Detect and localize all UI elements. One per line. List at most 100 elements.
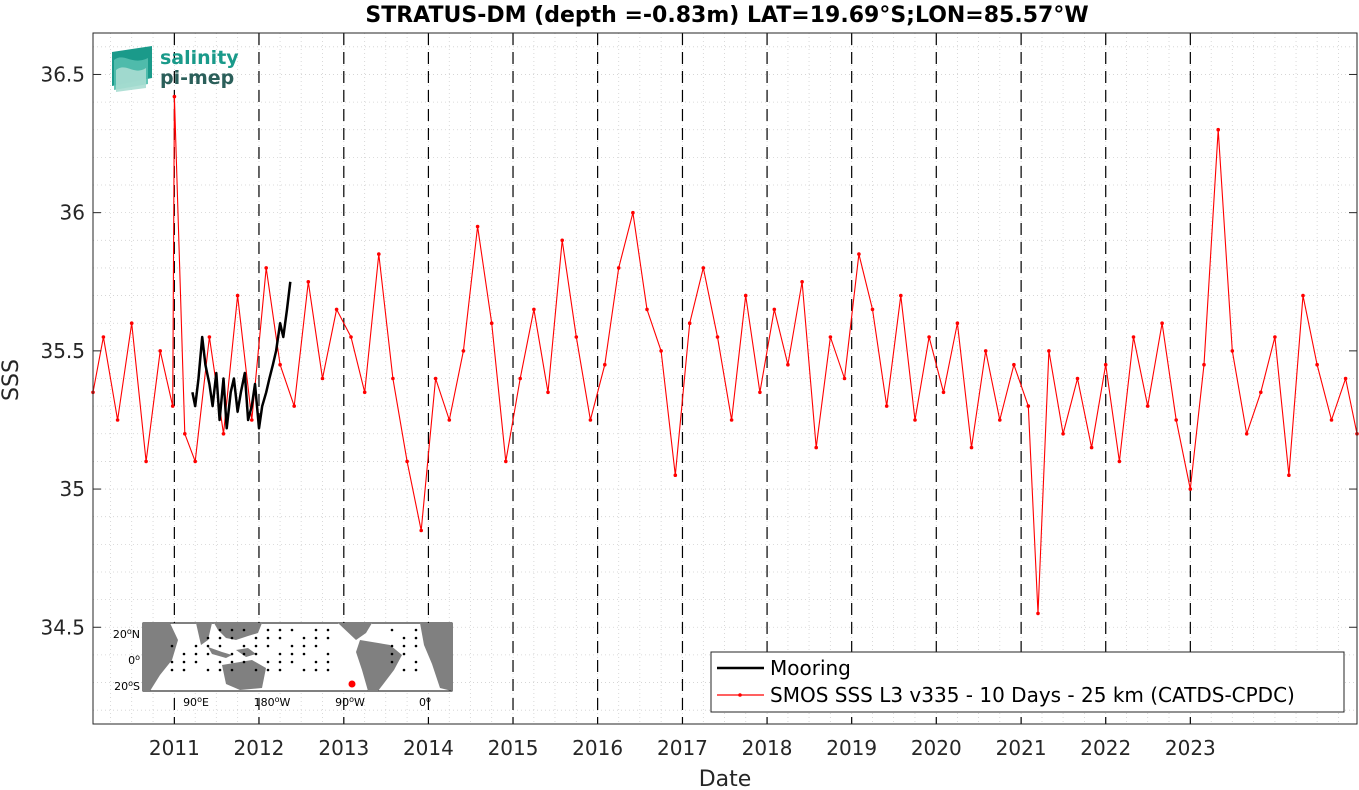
x-tick-label: 2015 bbox=[488, 736, 539, 760]
smos-data-point bbox=[969, 445, 974, 450]
buoy-dot bbox=[390, 644, 394, 648]
smos-data-point bbox=[433, 376, 438, 381]
y-tick-label: 35.5 bbox=[40, 339, 85, 363]
smos-data-point bbox=[115, 418, 120, 422]
buoy-dot bbox=[266, 628, 270, 632]
smos-data-point bbox=[183, 432, 187, 436]
x-tick-label: 2021 bbox=[996, 736, 1047, 760]
smos-data-point bbox=[884, 404, 889, 408]
x-tick-label: 2016 bbox=[572, 736, 623, 760]
buoy-dot bbox=[254, 652, 258, 656]
buoy-dot bbox=[414, 660, 418, 664]
smos-data-point bbox=[1061, 432, 1065, 436]
smos-data-point bbox=[320, 376, 325, 381]
smos-data-point bbox=[673, 473, 678, 478]
buoy-dot bbox=[278, 652, 282, 656]
buoy-dot bbox=[218, 628, 222, 632]
buoy-dot bbox=[194, 644, 198, 648]
buoy-dot bbox=[326, 628, 330, 632]
x-tick-label: 2014 bbox=[403, 736, 454, 760]
smos-data-point bbox=[786, 362, 790, 367]
inset-lon-label-90e: 90oE bbox=[183, 695, 209, 709]
smos-data-point bbox=[1287, 473, 1291, 478]
smos-data-point bbox=[489, 321, 494, 326]
buoy-dot bbox=[230, 652, 234, 656]
smos-data-point bbox=[560, 238, 564, 243]
buoy-dot bbox=[170, 660, 174, 664]
smos-data-point bbox=[842, 376, 847, 381]
buoy-dot bbox=[230, 628, 234, 632]
buoy-dot bbox=[314, 660, 318, 664]
series-layer bbox=[91, 94, 1359, 616]
buoy-dot bbox=[290, 628, 294, 632]
smos-data-point bbox=[101, 335, 106, 339]
smos-data-point bbox=[1216, 127, 1220, 132]
smos-data-point bbox=[899, 293, 903, 298]
smos-data-point bbox=[193, 459, 197, 464]
x-tick-label: 2018 bbox=[742, 736, 793, 760]
buoy-dot bbox=[170, 668, 174, 672]
salinity-pi-mep-logo: salinity pi-mep bbox=[112, 46, 239, 92]
smos-data-point bbox=[800, 280, 804, 284]
smos-data-point bbox=[546, 390, 550, 395]
smos-data-point bbox=[158, 349, 162, 353]
buoy-dot bbox=[278, 636, 282, 640]
smos-data-point bbox=[264, 266, 269, 270]
buoy-dot bbox=[390, 660, 394, 664]
smos-data-point bbox=[1202, 362, 1206, 367]
buoy-dot bbox=[278, 668, 282, 672]
buoy-dot bbox=[314, 644, 318, 648]
plot-frame bbox=[92, 32, 1358, 725]
smos-data-point bbox=[1047, 349, 1051, 353]
buoy-dot bbox=[170, 644, 174, 648]
inset-lat-label-20n: 20oN bbox=[113, 627, 140, 641]
buoy-dot bbox=[206, 652, 210, 656]
buoy-dot bbox=[302, 636, 306, 640]
smos-data-point bbox=[857, 252, 861, 256]
smos-data-point bbox=[292, 404, 297, 408]
inset-map-buoys bbox=[170, 628, 418, 672]
buoy-dot bbox=[242, 652, 246, 656]
smos-data-point bbox=[235, 293, 240, 298]
buoy-dot bbox=[278, 628, 282, 632]
smos-data-point bbox=[687, 321, 692, 326]
smos-data-point bbox=[828, 335, 833, 339]
smos-data-point bbox=[278, 362, 282, 367]
buoy-dot bbox=[182, 652, 186, 656]
buoy-dot bbox=[326, 668, 330, 672]
smos-data-point bbox=[941, 390, 946, 395]
smos-data-point bbox=[250, 418, 254, 422]
buoy-dot bbox=[326, 652, 330, 656]
buoy-dot bbox=[266, 668, 270, 672]
buoy-dot bbox=[194, 660, 198, 664]
smos-data-point bbox=[913, 418, 917, 422]
legend-box bbox=[710, 651, 1345, 713]
smos-data-point bbox=[504, 459, 508, 464]
smos-data-point bbox=[475, 224, 480, 229]
smos-data-point bbox=[1315, 362, 1319, 367]
legend-mooring-label: Mooring bbox=[770, 656, 851, 680]
buoy-dot bbox=[254, 668, 258, 672]
smos-data-point bbox=[461, 349, 466, 353]
buoy-dot bbox=[254, 644, 258, 648]
buoy-dot bbox=[254, 636, 258, 640]
smos-data-point bbox=[574, 335, 579, 339]
smos-data-point bbox=[659, 349, 663, 353]
buoy-dot bbox=[302, 644, 306, 648]
buoy-dot bbox=[230, 660, 234, 664]
logo-line1: salinity bbox=[160, 47, 239, 69]
y-tick-label: 34.5 bbox=[40, 615, 85, 639]
buoy-dot bbox=[242, 628, 246, 632]
buoy-dot bbox=[414, 668, 418, 672]
smos-data-point bbox=[447, 418, 452, 422]
smos-data-point bbox=[1174, 418, 1178, 422]
x-ticks: 2011 2012 2013 2014 2015 2016 2017 2018 2019 2020… bbox=[149, 736, 1216, 760]
buoy-dot bbox=[218, 660, 222, 664]
smos-data-point bbox=[645, 307, 649, 312]
mooring-series-line bbox=[191, 281, 292, 430]
smos-data-point bbox=[532, 307, 536, 312]
buoy-dot bbox=[414, 628, 418, 632]
buoy-dot bbox=[290, 660, 294, 664]
buoy-dot bbox=[206, 644, 210, 648]
inset-map-ocean bbox=[142, 622, 453, 692]
